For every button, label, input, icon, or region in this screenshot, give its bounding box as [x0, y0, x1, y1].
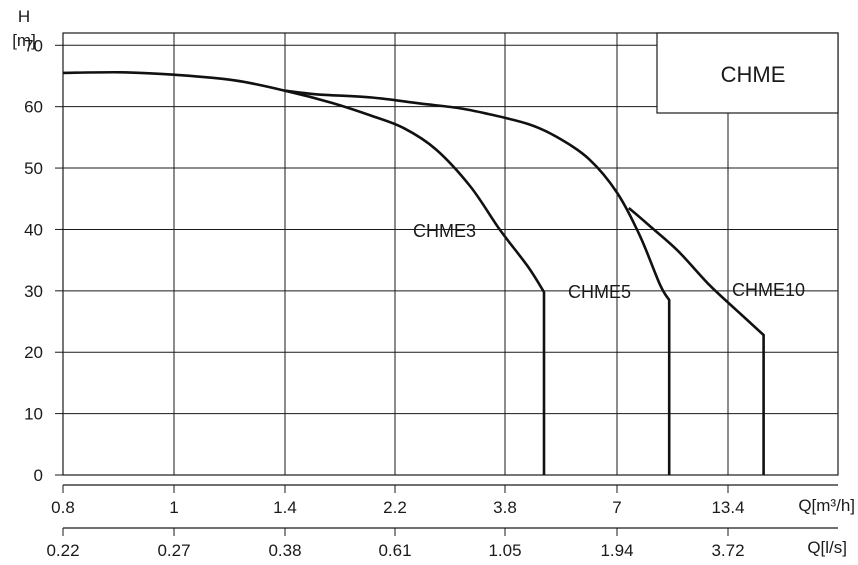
y-tick-label: 40	[24, 220, 43, 239]
series-curve-chme3	[62, 70, 546, 475]
x-tick-label: 0.8	[51, 498, 75, 517]
series-curve-chme10	[627, 207, 765, 475]
x2-tick-label: 0.22	[46, 541, 79, 560]
x2-tick-label: 0.61	[378, 541, 411, 560]
series-label-chme3: CHME3	[413, 221, 476, 241]
x2-tick-label: 0.38	[268, 541, 301, 560]
series-curve-chme5	[284, 89, 671, 475]
y-tick-label: 20	[24, 343, 43, 362]
y-axis-ticks: 0 10 20 30 40 50 60 70	[24, 36, 63, 485]
series-label-chme10: CHME10	[732, 280, 805, 300]
x-tick-label: 3.8	[493, 498, 517, 517]
y-tick-label: 50	[24, 159, 43, 178]
grid	[62, 32, 839, 476]
x-tick-label: 7	[612, 498, 621, 517]
title-box	[656, 32, 839, 114]
x-axis-label: Q[m³/h]	[798, 496, 855, 515]
series-labels: CHME3 CHME5 CHME10	[413, 221, 805, 302]
x2-tick-label: 3.72	[711, 541, 744, 560]
y-tick-label: 60	[24, 98, 43, 117]
x2-axis-label: Q[l/s]	[807, 538, 847, 557]
x-axis-ticks: 0.8 1 1.4 2.2 3.8 7 13.4	[51, 484, 838, 517]
series-label-chme5: CHME5	[568, 282, 631, 302]
x2-axis-ticks: 0.22 0.27 0.38 0.61 1.05 1.94 3.72	[46, 527, 838, 560]
x2-tick-label: 1.94	[600, 541, 633, 560]
x2-tick-label: 1.05	[488, 541, 521, 560]
y-axis-label: H	[18, 7, 30, 26]
chart-title: CHME	[721, 62, 786, 87]
series-curves	[62, 70, 765, 475]
x-tick-label: 1.4	[273, 498, 297, 517]
y-tick-label: 10	[24, 405, 43, 424]
y-tick-label: 70	[24, 36, 43, 55]
y-tick-label: 0	[34, 466, 43, 485]
x-tick-label: 2.2	[383, 498, 407, 517]
y-tick-label: 30	[24, 282, 43, 301]
x2-tick-label: 0.27	[157, 541, 190, 560]
x-tick-label: 1	[169, 498, 178, 517]
y-axis-unit: [m]	[12, 31, 36, 50]
x-tick-label: 13.4	[711, 498, 744, 517]
